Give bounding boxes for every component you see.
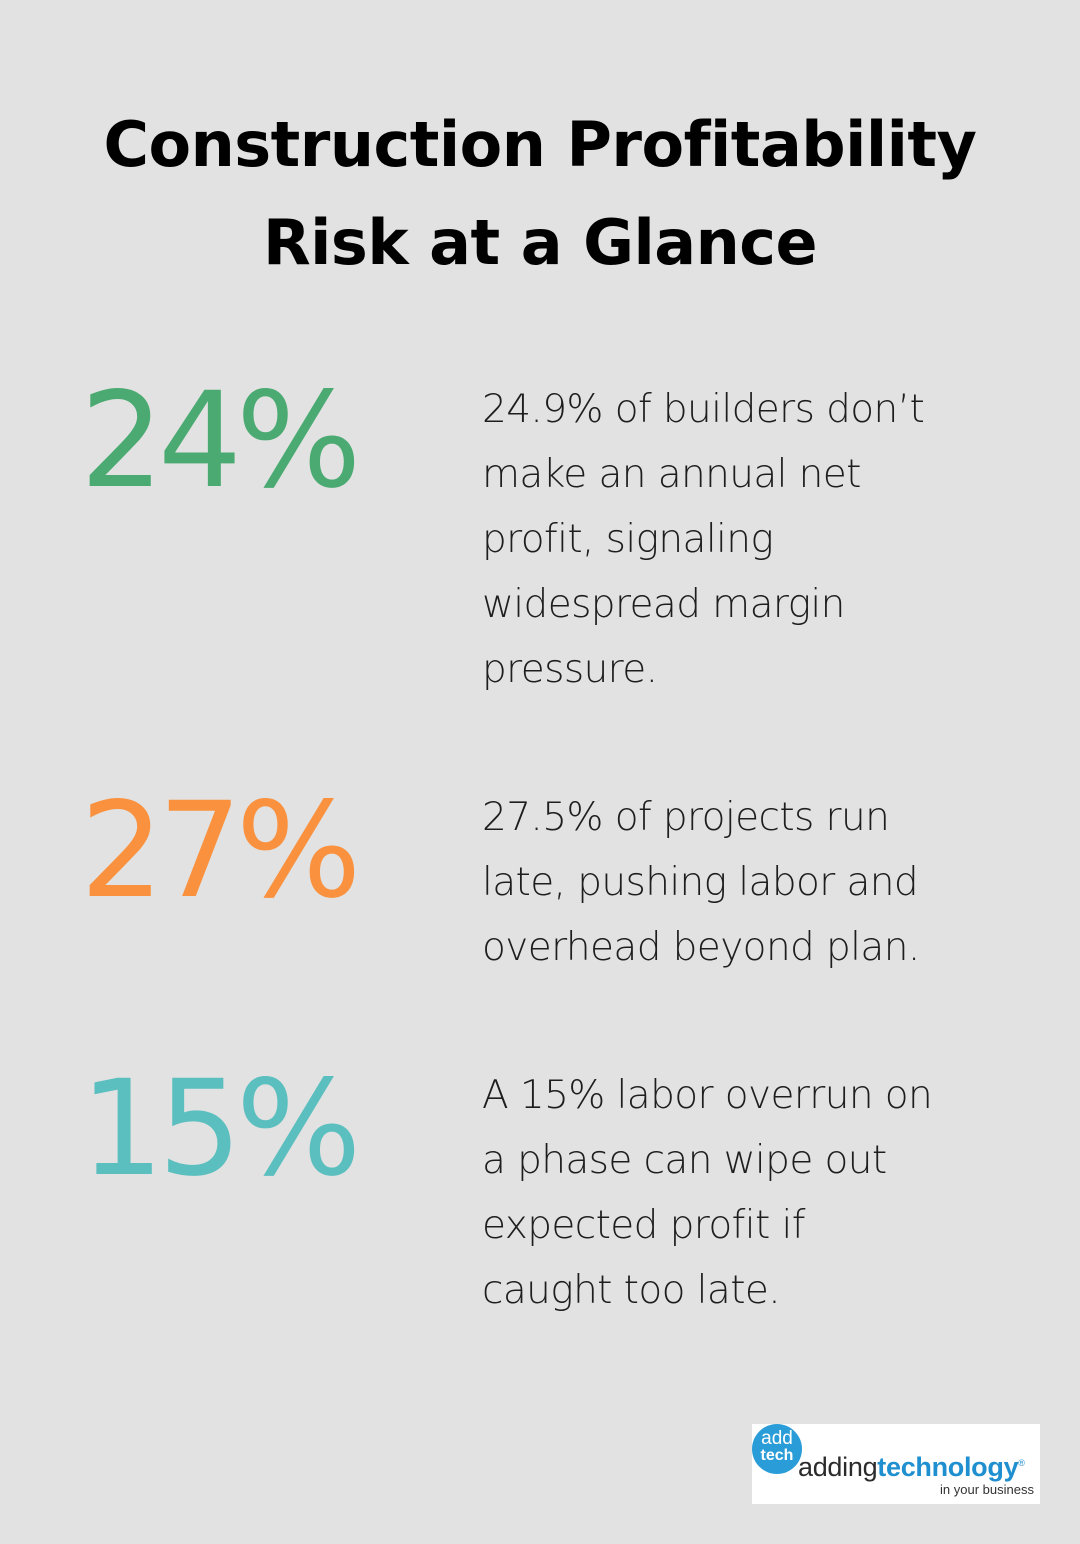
- logo-registered-mark: ®: [1018, 1458, 1025, 1468]
- stat-description-line: pressure.: [482, 647, 658, 692]
- stat-description-line: A 15% labor overrun on: [482, 1073, 933, 1118]
- title-line-2: Risk at a Glance: [262, 206, 818, 279]
- stat-value: 15%: [80, 1052, 361, 1206]
- page-title: Construction Profitability Risk at a Gla…: [40, 96, 1040, 292]
- stat-value: 24%: [80, 364, 361, 518]
- logo-word-bold: technology: [877, 1452, 1019, 1482]
- stat-description-line: make an annual net: [482, 452, 861, 497]
- stat-description-line: overhead beyond plan.: [482, 925, 920, 970]
- stat-description-line: a phase can wipe out: [482, 1138, 887, 1183]
- stat-description: 27.5% of projects run late, pushing labo…: [482, 785, 1012, 980]
- stat-description: 24.9% of builders don’t make an annual n…: [482, 377, 1012, 702]
- stat-description-line: 24.9% of builders don’t: [482, 387, 925, 432]
- stat-description-line: 27.5% of projects run: [482, 795, 890, 840]
- logo-badge-icon: add tech: [752, 1424, 802, 1474]
- logo-tagline: in your business: [940, 1482, 1034, 1497]
- stat-description-line: late, pushing labor and: [482, 860, 919, 905]
- title-line-1: Construction Profitability: [103, 108, 977, 181]
- stat-description-line: profit, signaling: [482, 517, 774, 562]
- stat-description-line: widespread margin: [482, 582, 845, 627]
- company-logo: add tech addingtechnology® in your busin…: [752, 1424, 1040, 1504]
- stat-description-line: caught too late.: [482, 1268, 781, 1313]
- stat-description: A 15% labor overrun on a phase can wipe …: [482, 1063, 1012, 1323]
- stat-value: 27%: [80, 774, 361, 928]
- logo-word-light: adding: [798, 1452, 878, 1482]
- logo-badge-bottom: tech: [760, 1447, 794, 1464]
- stat-description-line: expected profit if: [482, 1203, 805, 1248]
- logo-wordmark: addingtechnology®: [798, 1448, 1025, 1482]
- logo-badge-top: add: [761, 1428, 793, 1449]
